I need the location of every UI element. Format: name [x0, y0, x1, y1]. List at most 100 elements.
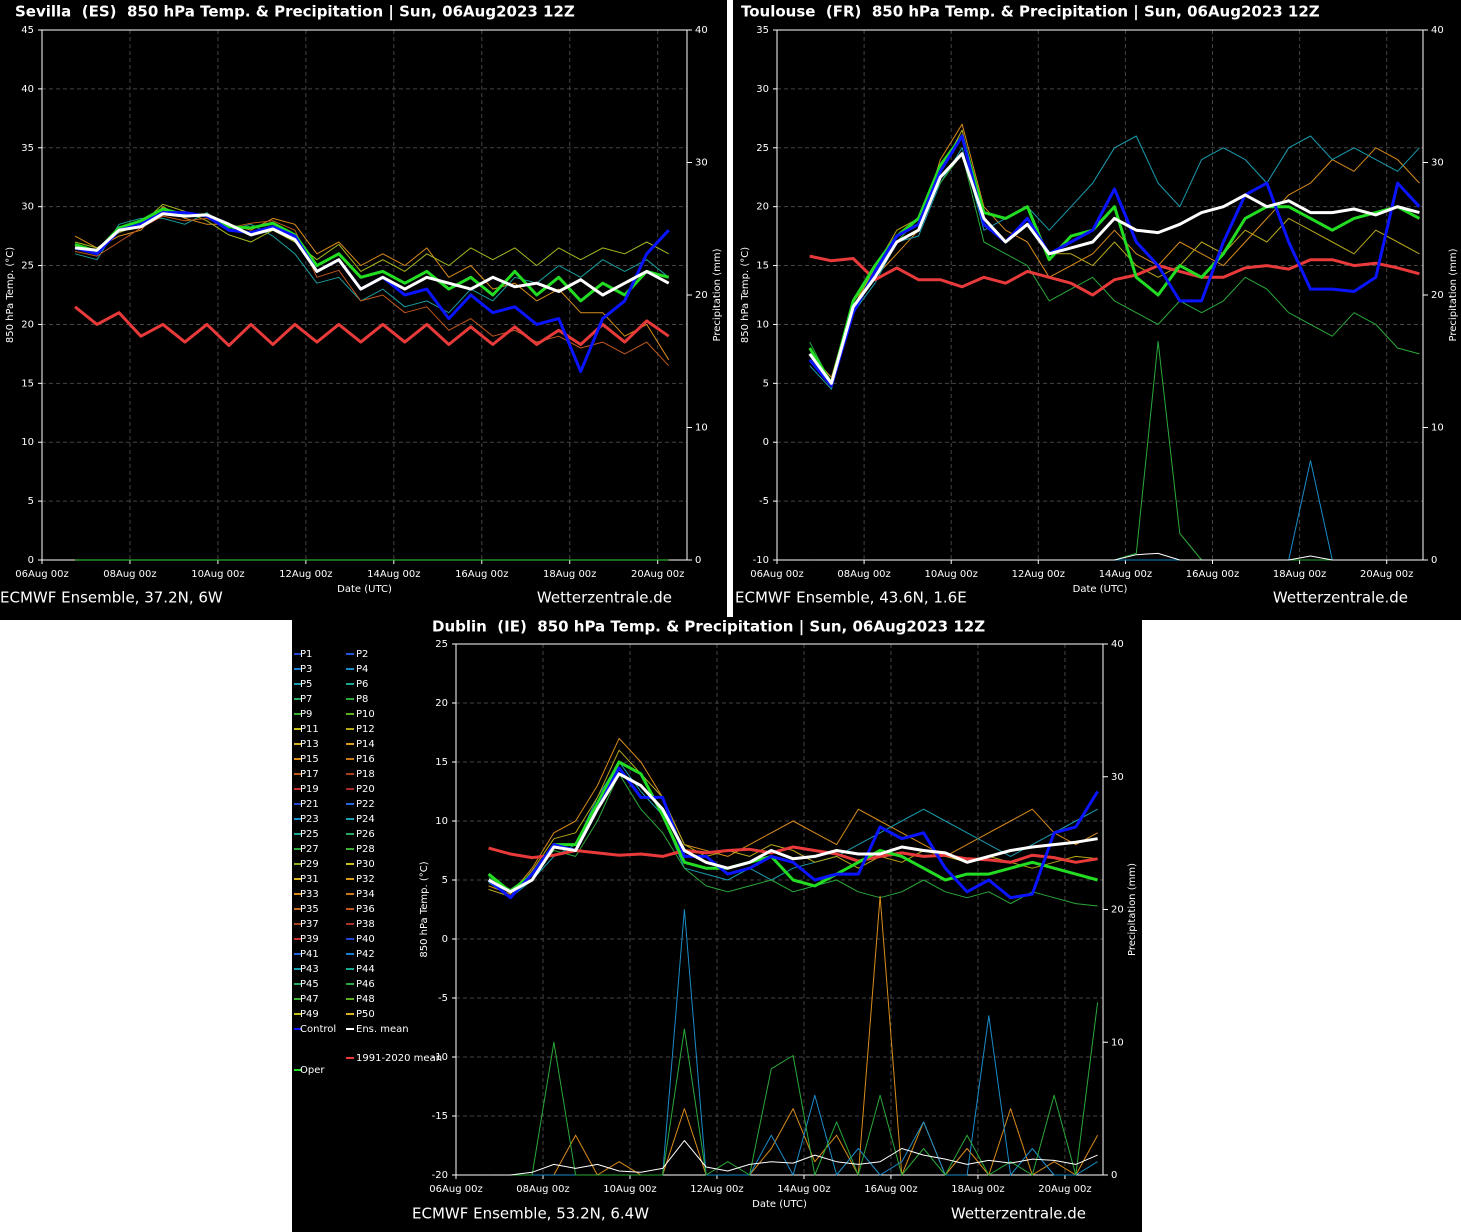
y-tick-label: 25: [21, 261, 34, 272]
y2-tick-label: 10: [695, 423, 708, 434]
footer-credit: Wetterzentrale.de: [1273, 589, 1408, 607]
x-axis-label: Date (UTC): [752, 1199, 807, 1210]
legend-label: P36: [356, 904, 375, 915]
y-tick-label: 0: [442, 934, 448, 945]
series-line: [487, 760, 1098, 894]
y2-tick-label: 30: [1111, 772, 1124, 783]
x-tick-label: 10Aug 00z: [603, 1184, 656, 1195]
y-tick-label: 0: [763, 437, 769, 448]
x-tick-label: 16Aug 00z: [455, 569, 508, 580]
legend-label: P44: [356, 964, 375, 975]
series-line: [808, 152, 1420, 385]
y-tick-label: 10: [756, 319, 769, 330]
legend-label: P14: [356, 739, 375, 750]
y-tick-label: 5: [442, 875, 448, 886]
y-tick-label: 5: [763, 378, 769, 389]
legend-label: P7: [300, 694, 312, 705]
y-tick-label: 35: [756, 25, 769, 36]
legend-label: P13: [300, 739, 319, 750]
y-tick-label: 10: [21, 437, 34, 448]
y2-tick-label: 20: [1111, 905, 1124, 916]
member-line: [809, 153, 1420, 384]
x-tick-label: 14Aug 00z: [1099, 569, 1152, 580]
member-line: [488, 737, 1098, 895]
y-tick-label: 15: [756, 261, 769, 272]
legend-label: P18: [356, 769, 375, 780]
y-tick-label: 20: [435, 698, 448, 709]
y-tick-label: 20: [756, 202, 769, 213]
y-tick-label: 35: [21, 143, 34, 154]
legend-label: P29: [300, 859, 319, 870]
y-tick-label: 20: [21, 319, 34, 330]
y2-tick-label: 40: [695, 25, 708, 36]
x-tick-label: 16Aug 00z: [1186, 569, 1239, 580]
footer-source: ECMWF Ensemble, 43.6N, 1.6E: [735, 589, 967, 607]
legend-label: Ens. mean: [356, 1024, 409, 1035]
y2-axis-label: Precipitation (mm): [1448, 248, 1459, 341]
series-line: [488, 845, 1098, 864]
y2-tick-label: 0: [695, 555, 701, 566]
legend-label: P8: [356, 694, 368, 705]
legend-label: P48: [356, 994, 375, 1005]
y-tick-label: 30: [21, 202, 34, 213]
x-tick-label: 16Aug 00z: [864, 1184, 917, 1195]
legend-label: P23: [300, 814, 319, 825]
y2-tick-label: 30: [1431, 158, 1444, 169]
legend-label: P27: [300, 844, 319, 855]
x-tick-label: 14Aug 00z: [367, 569, 420, 580]
legend-label: P25: [300, 829, 319, 840]
series-line: [74, 212, 670, 297]
member-line: [488, 761, 1098, 899]
y2-tick-label: 10: [1111, 1037, 1124, 1048]
y2-tick-label: 20: [695, 290, 708, 301]
member-line: [809, 129, 1420, 382]
legend-label: 1991-2020 mean: [356, 1053, 442, 1064]
plot-frame: [455, 643, 1104, 1176]
y-tick-label: 15: [21, 378, 34, 389]
legend-label: P11: [300, 724, 319, 735]
y-tick-label: 5: [28, 496, 34, 507]
x-tick-label: 06Aug 00z: [750, 569, 803, 580]
legend-label: P34: [356, 889, 375, 900]
y-tick-label: 15: [435, 757, 448, 768]
y-tick-label: 30: [756, 84, 769, 95]
x-tick-label: 20Aug 00z: [1038, 1184, 1091, 1195]
y-tick-label: -5: [438, 993, 448, 1004]
legend-label: Control: [300, 1024, 336, 1035]
y-tick-label: 0: [28, 555, 34, 566]
y-tick-label: -10: [432, 1052, 448, 1063]
x-tick-label: 18Aug 00z: [951, 1184, 1004, 1195]
footer-credit: Wetterzentrale.de: [537, 589, 672, 607]
legend-label: P41: [300, 949, 319, 960]
x-tick-label: 08Aug 00z: [516, 1184, 569, 1195]
chart-title: Dublin (IE) 850 hPa Temp. & Precipitatio…: [432, 618, 985, 637]
y2-tick-label: 30: [695, 158, 708, 169]
footer-source: ECMWF Ensemble, 37.2N, 6W: [0, 589, 223, 607]
y2-axis-label: Precipitation (mm): [712, 248, 723, 341]
x-tick-label: 10Aug 00z: [191, 569, 244, 580]
member-line: [488, 895, 1099, 1176]
legend-label: P2: [356, 649, 368, 660]
series-line: [487, 772, 1098, 894]
y-tick-label: 25: [756, 143, 769, 154]
legend-label: P21: [300, 799, 319, 810]
y-tick-label: 40: [21, 84, 34, 95]
legend-label: P24: [356, 814, 375, 825]
x-axis-label: Date (UTC): [1073, 584, 1128, 595]
legend-label: P49: [300, 1009, 319, 1020]
y-axis-label: 850 hPa Temp. (°C): [419, 861, 430, 957]
footer-source: ECMWF Ensemble, 53.2N, 6.4W: [412, 1205, 649, 1223]
x-tick-label: 12Aug 00z: [1012, 569, 1065, 580]
x-tick-label: 08Aug 00z: [103, 569, 156, 580]
legend-label: P9: [300, 709, 312, 720]
y-tick-label: 45: [21, 25, 34, 36]
legend-label: P30: [356, 859, 375, 870]
legend-label: P26: [356, 829, 375, 840]
x-tick-label: 20Aug 00z: [1360, 569, 1413, 580]
y2-tick-label: 10: [1431, 423, 1444, 434]
member-line: [74, 203, 669, 272]
legend-label: P5: [300, 679, 312, 690]
legend-label: P38: [356, 919, 375, 930]
y-tick-label: -20: [432, 1170, 448, 1181]
